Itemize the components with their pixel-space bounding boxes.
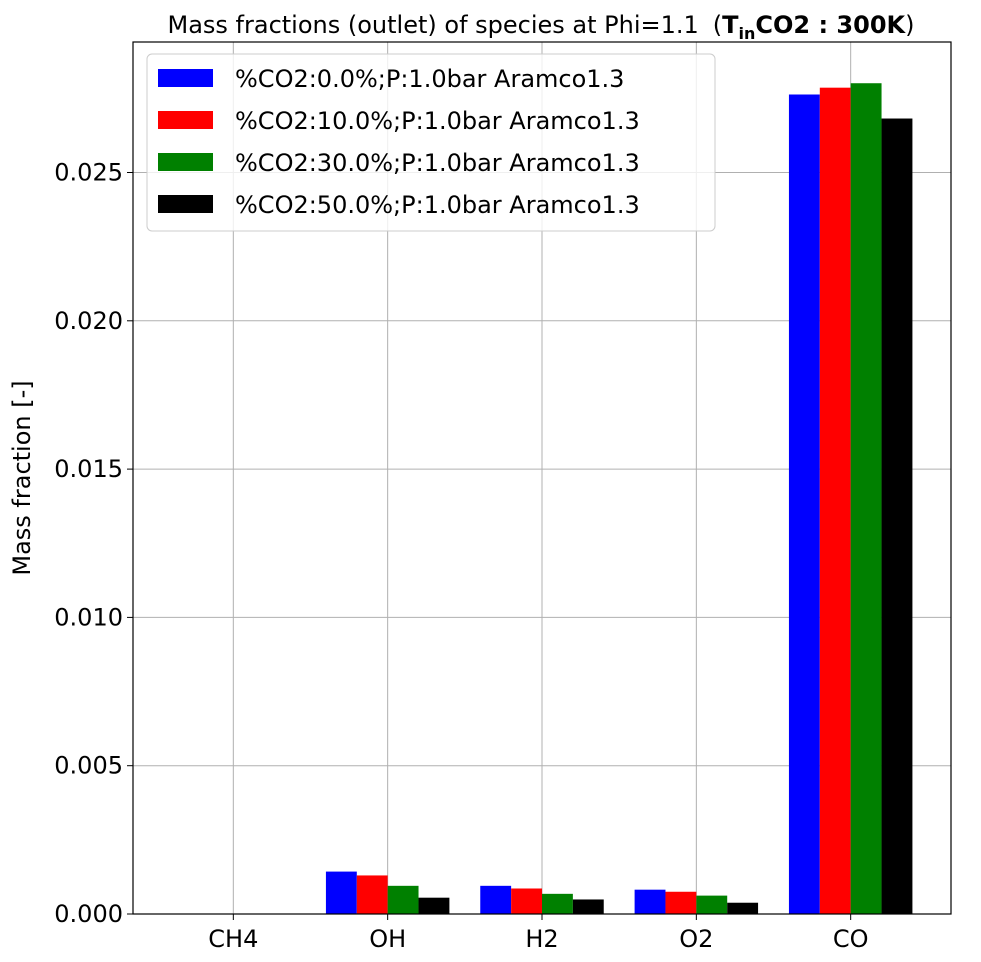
bar-oh-series-2 xyxy=(356,875,388,914)
bar-co-series-4 xyxy=(881,118,913,914)
bar-co-series-3 xyxy=(850,83,882,914)
bar-h2-series-1 xyxy=(480,885,512,914)
bar-oh-series-1 xyxy=(325,871,357,914)
bar-o2-series-4 xyxy=(727,902,759,914)
bar-o2-series-1 xyxy=(634,889,666,914)
bar-h2-series-4 xyxy=(572,899,604,914)
bar-oh-series-4 xyxy=(418,897,450,914)
axis-ticks: 0.000 0.005 0.010 0.015 0.020 0.025 CH4 OH H2 O2 C… xyxy=(54,159,868,953)
bar-o2-series-2 xyxy=(665,891,697,914)
legend-swatch xyxy=(158,153,213,171)
x-tick-label: CH4 xyxy=(208,925,258,953)
bar-o2-series-3 xyxy=(696,895,728,914)
bar-co-series-2 xyxy=(819,87,851,914)
chart-title-main: Mass fractions (outlet) of species at Ph… xyxy=(168,11,699,39)
x-tick-label: OH xyxy=(369,925,406,953)
bar-oh-series-3 xyxy=(387,885,419,914)
legend-entry-label: %CO2:0.0%;P:1.0bar Aramco1.3 xyxy=(235,65,624,93)
y-tick-label: 0.005 xyxy=(54,752,123,780)
bar-co-series-1 xyxy=(788,94,820,915)
bar-h2-series-2 xyxy=(511,888,542,914)
legend-swatch xyxy=(158,195,213,213)
y-tick-label: 0.015 xyxy=(54,455,123,483)
x-tick-label: CO xyxy=(833,925,869,953)
x-tick-label: H2 xyxy=(525,925,558,953)
y-tick-label: 0.010 xyxy=(54,603,123,631)
legend-swatch xyxy=(158,69,213,87)
legend-entry-label: %CO2:10.0%;P:1.0bar Aramco1.3 xyxy=(235,107,640,135)
y-tick-label: 0.020 xyxy=(54,307,123,335)
legend-box xyxy=(146,53,716,232)
legend-swatch xyxy=(158,111,213,129)
legend-entry-label: %CO2:50.0%;P:1.0bar Aramco1.3 xyxy=(235,191,640,219)
legend: %CO2:0.0%;P:1.0bar Aramco1.3 %CO2:10.0%;P… xyxy=(146,53,716,232)
legend-entry-label: %CO2:30.0%;P:1.0bar Aramco1.3 xyxy=(235,149,640,177)
y-axis-label: Mass fraction [-] xyxy=(8,380,36,575)
y-tick-label: 0.025 xyxy=(54,159,123,187)
y-tick-label: 0.000 xyxy=(54,900,123,928)
x-tick-label: O2 xyxy=(679,925,713,953)
bar-h2-series-3 xyxy=(542,893,573,914)
chart-title: Mass fractions (outlet) of species at Ph… xyxy=(168,11,915,43)
bars-group xyxy=(325,83,913,915)
